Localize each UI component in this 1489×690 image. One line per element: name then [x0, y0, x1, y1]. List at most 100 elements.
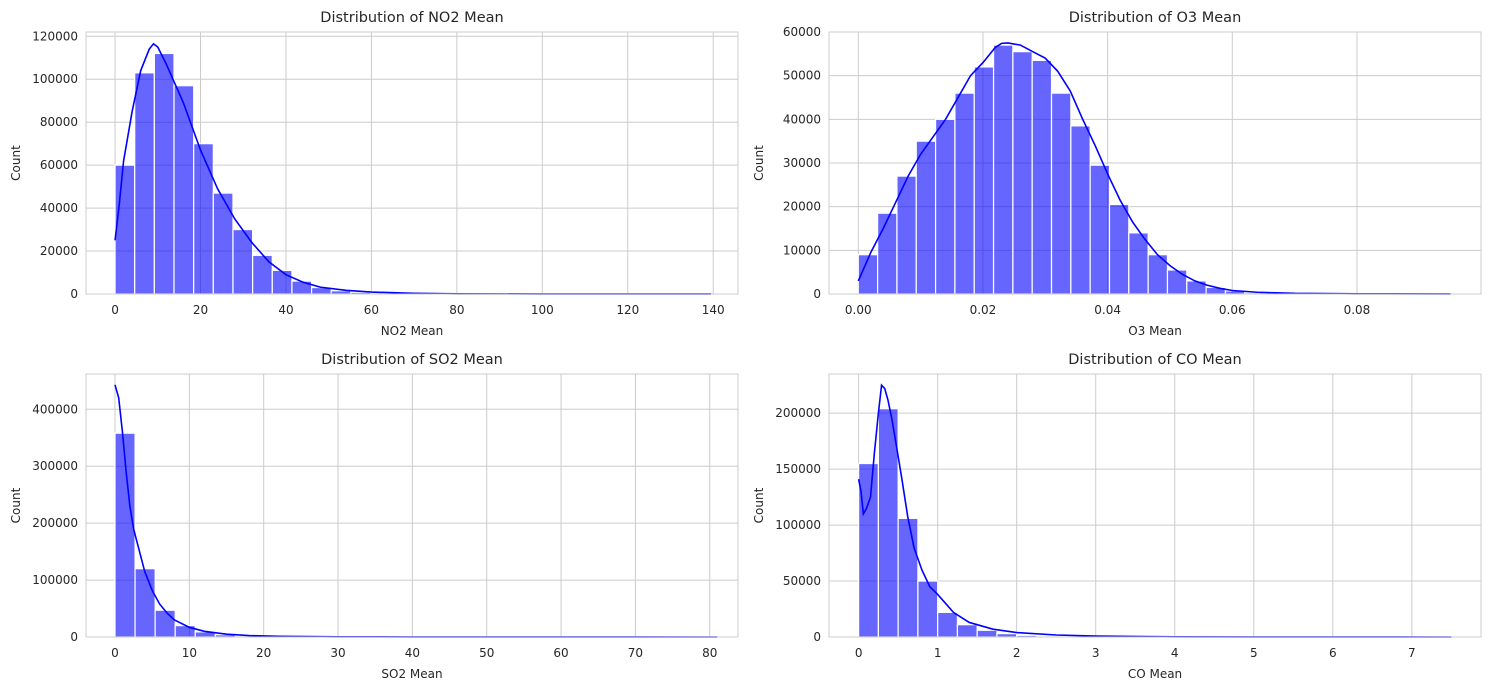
x-tick-label: 10 [182, 646, 197, 660]
x-tick-label: 0.04 [1094, 303, 1121, 317]
histogram-bar [956, 624, 978, 638]
y-tick-label: 200000 [32, 516, 78, 530]
histogram-bar [1070, 125, 1091, 295]
chart-title: Distribution of SO2 Mean [321, 352, 503, 368]
histogram-bar [976, 629, 998, 638]
x-tick-label: 140 [702, 303, 725, 317]
subplot-3: 0 10 20 30 40 50 60 70 80 0 100000 200000 300000 4000… [9, 352, 739, 681]
x-tick-label: 20 [193, 303, 208, 317]
plot-frame [85, 373, 739, 638]
plot-frame [828, 31, 1482, 295]
histogram-bar [1050, 92, 1072, 295]
y-tick-label: 80000 [40, 115, 78, 129]
x-tick-label: 4 [1171, 646, 1179, 660]
y-tick-label: 150000 [775, 462, 821, 476]
y-tick-label: 100000 [32, 573, 78, 587]
chart-title: Distribution of CO Mean [1068, 352, 1241, 368]
x-tick-label: 0.02 [970, 303, 997, 317]
plot-frame [85, 31, 739, 295]
kde-line [114, 384, 718, 638]
histogram-bar [153, 52, 175, 295]
histogram-bar [915, 140, 937, 295]
y-axis-label: Count [9, 487, 23, 523]
histogram-bar [858, 462, 879, 638]
y-tick-label: 30000 [783, 156, 821, 170]
x-tick-label: 0 [111, 646, 119, 660]
histogram-bar [1031, 59, 1053, 295]
x-tick-label: 60 [553, 646, 568, 660]
histogram-bar [1089, 164, 1111, 295]
y-tick-label: 200000 [775, 406, 821, 420]
kde-line [857, 383, 1452, 638]
y-tick-label: 0 [813, 287, 821, 301]
y-tick-label: 40000 [40, 201, 78, 215]
x-tick-label: 120 [616, 303, 639, 317]
y-tick-label: 50000 [783, 574, 821, 588]
subplot-1: 0 20 40 60 80 100 120 140 0 20000 40000 60000 80000 1… [9, 10, 739, 338]
y-tick-label: 20000 [40, 244, 78, 258]
x-tick-label: 100 [531, 303, 554, 317]
y-tick-label: 10000 [783, 243, 821, 257]
histogram-bar [1166, 269, 1188, 295]
y-tick-label: 50000 [783, 69, 821, 83]
x-axis-label: SO2 Mean [381, 667, 442, 681]
histogram-bar [114, 164, 136, 295]
chart-title: Distribution of NO2 Mean [320, 10, 503, 26]
kde-line [857, 42, 1451, 295]
x-axis-label: O3 Mean [1128, 324, 1182, 338]
histogram-bar [1012, 51, 1033, 295]
y-tick-label: 60000 [40, 158, 78, 172]
kde-line [114, 42, 712, 295]
histogram-bar [134, 568, 156, 638]
y-tick-label: 100000 [775, 518, 821, 532]
histogram-bar [996, 633, 1018, 638]
x-tick-label: 60 [364, 303, 379, 317]
y-tick-label: 400000 [32, 402, 78, 416]
y-tick-label: 100000 [32, 72, 78, 86]
chart-title: Distribution of O3 Mean [1069, 10, 1242, 26]
x-tick-label: 3 [1092, 646, 1100, 660]
x-tick-label: 40 [278, 303, 293, 317]
histogram-bar [934, 118, 956, 295]
histogram-bar [1186, 280, 1207, 295]
x-tick-label: 40 [405, 646, 420, 660]
x-tick-label: 50 [479, 646, 494, 660]
x-tick-label: 20 [256, 646, 271, 660]
histogram-bar [154, 609, 176, 638]
plot-frame [828, 373, 1482, 638]
x-tick-label: 0.00 [845, 303, 872, 317]
histogram-bar [917, 580, 939, 638]
x-tick-label: 5 [1250, 646, 1258, 660]
histogram-bar [134, 72, 155, 295]
histogram-bar [271, 269, 293, 295]
y-tick-label: 60000 [783, 25, 821, 39]
histogram-bar [193, 143, 214, 295]
histogram-bar [992, 44, 1014, 295]
x-tick-label: 80 [702, 646, 717, 660]
y-tick-label: 0 [70, 630, 78, 644]
histogram-bar [954, 92, 975, 295]
x-tick-label: 80 [449, 303, 464, 317]
histogram-bar [1108, 203, 1130, 295]
y-axis-label: Count [752, 487, 766, 523]
x-axis-label: NO2 Mean [381, 324, 444, 338]
y-tick-label: 20000 [783, 200, 821, 214]
x-tick-label: 30 [330, 646, 345, 660]
x-axis-label: CO Mean [1128, 667, 1182, 681]
x-tick-label: 0 [855, 646, 863, 660]
x-tick-label: 1 [934, 646, 942, 660]
subplot-4: 0 1 2 3 4 5 6 7 0 50000 100000 150000 200000 Distribu… [752, 352, 1482, 681]
histogram-bar [1128, 232, 1149, 295]
y-tick-label: 40000 [783, 112, 821, 126]
x-tick-label: 7 [1408, 646, 1416, 660]
x-tick-label: 0.06 [1219, 303, 1246, 317]
x-tick-label: 0.08 [1344, 303, 1371, 317]
y-tick-label: 0 [813, 630, 821, 644]
y-axis-label: Count [752, 145, 766, 181]
histogram-bar [212, 192, 234, 295]
x-tick-label: 2 [1013, 646, 1021, 660]
histogram-bar [897, 517, 919, 638]
histogram-bar [173, 85, 195, 295]
